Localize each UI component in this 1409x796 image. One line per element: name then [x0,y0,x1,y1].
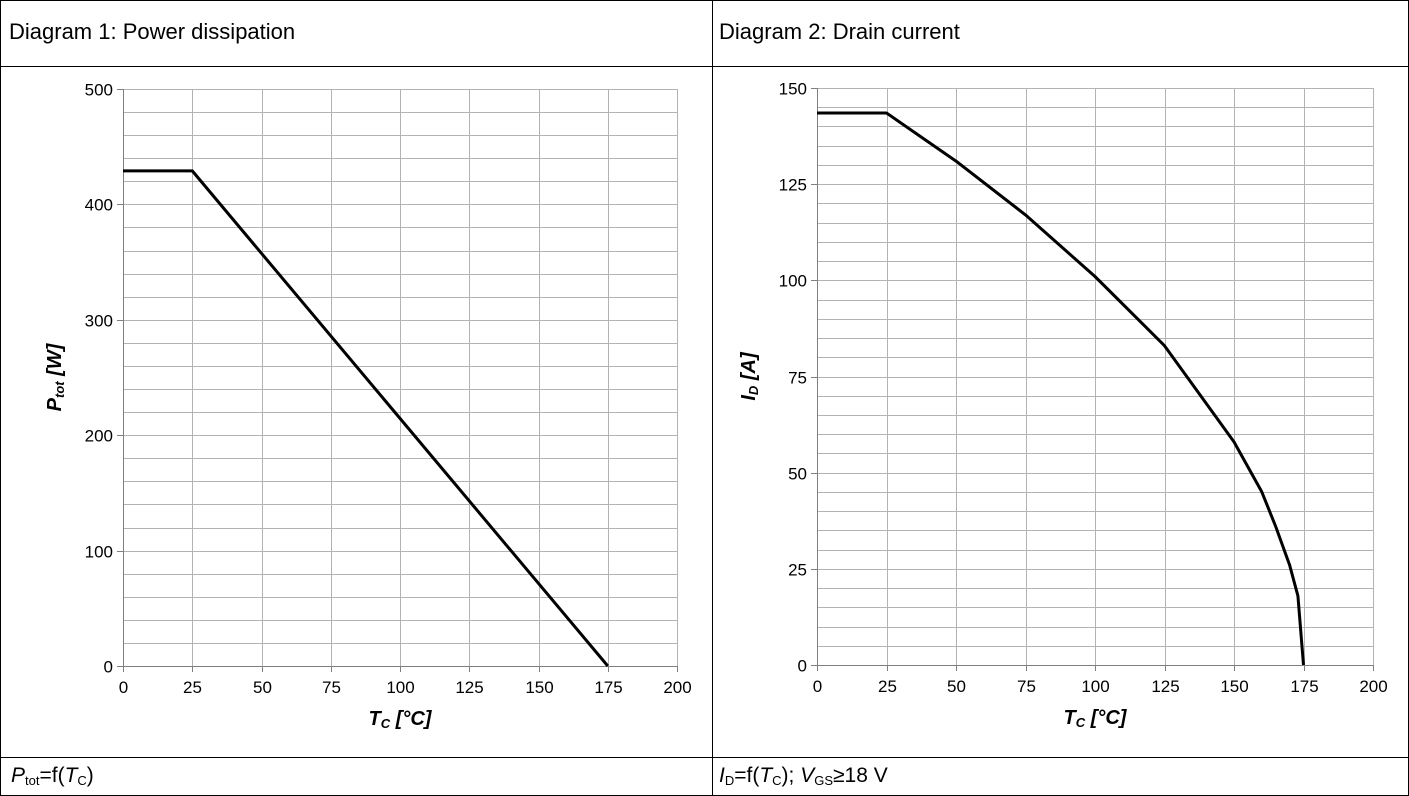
x-tick-label: 25 [878,677,897,696]
table-border-left [0,0,1,796]
table-divider-middle [712,0,713,796]
y-tick-label: 400 [85,196,113,215]
table-divider-title [0,66,1409,67]
x-tick-label: 75 [322,678,341,697]
x-tick-label: 0 [813,677,822,696]
x-tick-label: 50 [253,678,272,697]
panel-1-title: Diagram 1: Power dissipation [9,19,296,44]
x-tick-label: 150 [1220,677,1248,696]
x-axis-label: TC [°C] [369,708,433,731]
x-tick-label: 50 [947,677,966,696]
x-tick-label: 200 [663,678,691,697]
y-tick-label: 500 [85,81,113,100]
x-tick-label: 75 [1017,677,1036,696]
y-tick-label: 0 [798,657,807,676]
x-tick-label: 25 [183,678,202,697]
y-tick-label: 75 [788,369,807,388]
drain-current-chart: 0 25 50 75 100 125 150 175 200 0 25 50 75 100 125 150 T… [738,80,1388,731]
x-tick-label: 100 [386,678,414,697]
x-tick-label: 200 [1359,677,1387,696]
y-tick-label: 50 [788,465,807,484]
y-tick-label: 150 [779,80,807,99]
x-tick-label: 150 [525,678,553,697]
x-tick-label: 125 [455,678,483,697]
x-tick-label: 125 [1151,677,1179,696]
x-tick-label: 175 [1290,677,1318,696]
table-divider-caption [0,757,1409,758]
y-tick-label: 0 [104,658,113,677]
y-tick-label: 125 [779,176,807,195]
x-tick-label: 100 [1081,677,1109,696]
y-axis-label: ID [A] [738,351,761,401]
y-tick-label: 300 [85,312,113,331]
x-tick-label: 0 [119,678,128,697]
y-tick-label: 200 [85,427,113,446]
panel-2-title: Diagram 2: Drain current [719,19,960,44]
table-border-top [0,0,1409,1]
power-dissipation-chart: 0 25 50 75 100 125 150 175 200 0 100 200 300 400 500 T… [44,81,692,732]
x-axis-label: TC [°C] [1064,707,1128,730]
y-tick-label: 25 [788,561,807,580]
x-tick-label: 175 [594,678,622,697]
series-line [817,111,1305,666]
y-tick-label: 100 [85,543,113,562]
y-axis-label: Ptot [W] [44,342,67,411]
panel-2-caption: ID=f(TC); VGS≥18 V [719,764,888,788]
panel-1-caption: Ptot=f(TC) [11,764,94,788]
series-line [123,169,609,667]
y-tick-label: 100 [779,272,807,291]
